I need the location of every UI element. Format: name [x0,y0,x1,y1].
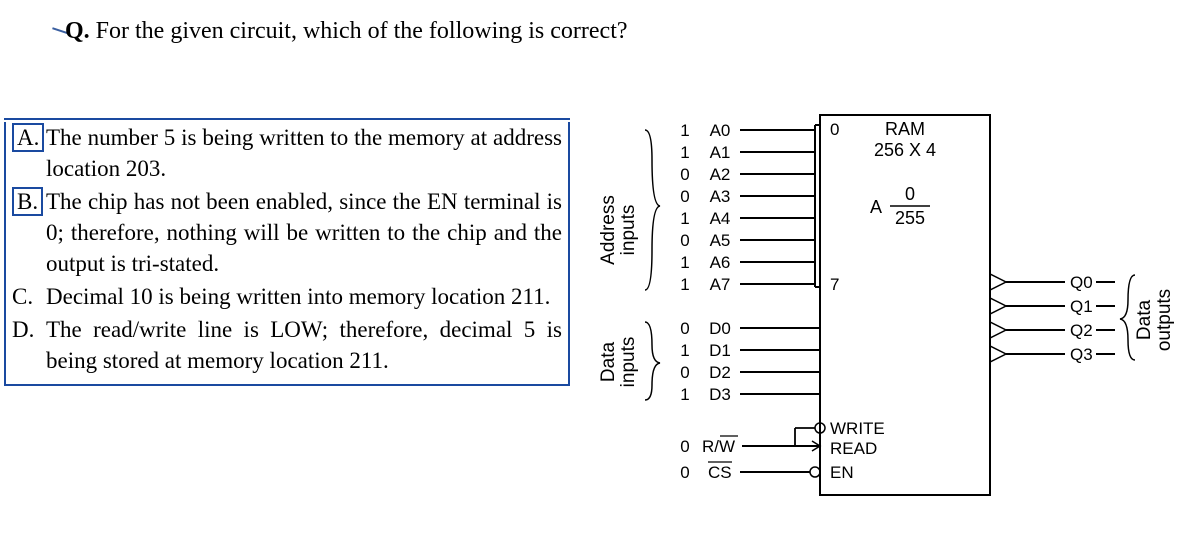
svg-text:D0: D0 [709,319,731,338]
svg-text:A5: A5 [710,231,731,250]
data-label-1: Data [598,342,619,383]
output-label-1: Data [1134,300,1155,341]
question-label: Q. [65,18,90,44]
svg-text:READ: READ [830,439,877,458]
option-b: B. The chip has not been enabled, since … [12,186,562,279]
option-d: D. The read/write line is LOW; therefore… [12,314,562,376]
svg-text:EN: EN [830,463,854,482]
svg-text:D3: D3 [709,385,731,404]
addr-range-label: A [870,197,882,217]
chip-title: RAM [885,119,925,139]
addr-bus-top: 0 [830,120,839,139]
addr-range-top: 0 [905,184,915,204]
svg-text:0: 0 [680,165,689,184]
svg-text:A0: A0 [710,121,731,140]
data-label-2: inputs [618,337,639,388]
option-c-text: Decimal 10 is being written into memory … [46,281,562,312]
addr-range-bot: 255 [895,208,925,228]
ram-circuit-diagram: RAM 256 X 4 A 0 255 0 7 1 A0 1 A1 0 A2 0 A3 1 A4 0… [590,100,1190,520]
address-label-1: Address [598,195,619,265]
addr-bus-bot: 7 [830,275,839,294]
chip-subtitle: 256 X 4 [874,140,936,160]
svg-text:0: 0 [680,231,689,250]
svg-text:WRITE: WRITE [830,419,885,438]
svg-text:A6: A6 [710,253,731,272]
svg-text:R/W: R/W [702,437,735,456]
option-d-text: The read/write line is LOW; therefore, d… [46,314,562,376]
option-b-letter: B. [12,187,43,216]
option-a: A. The number 5 is being written to the … [12,122,562,184]
svg-text:D1: D1 [709,341,731,360]
svg-text:Q0: Q0 [1070,273,1093,292]
svg-text:A3: A3 [710,187,731,206]
svg-text:A7: A7 [710,275,731,294]
option-a-text: The number 5 is being written to the mem… [46,122,562,184]
svg-text:D2: D2 [709,363,731,382]
option-c: C. Decimal 10 is being written into memo… [12,281,562,312]
svg-text:1: 1 [680,143,689,162]
svg-text:0: 0 [680,363,689,382]
question: Q. For the given circuit, which of the f… [65,18,628,45]
svg-text:0: 0 [680,187,689,206]
svg-text:1: 1 [680,385,689,404]
address-label-2: inputs [618,205,639,256]
svg-text:A1: A1 [710,143,731,162]
options-box: A. The number 5 is being written to the … [4,118,570,386]
svg-text:1: 1 [680,121,689,140]
svg-text:A2: A2 [710,165,731,184]
svg-text:0: 0 [680,437,689,456]
question-text: For the given circuit, which of the foll… [96,18,628,44]
output-label-2: outputs [1154,289,1175,351]
svg-text:1: 1 [680,253,689,272]
svg-text:Q2: Q2 [1070,321,1093,340]
svg-text:A4: A4 [710,209,731,228]
svg-text:Q1: Q1 [1070,297,1093,316]
svg-text:1: 1 [680,209,689,228]
option-a-letter: A. [12,123,44,152]
svg-text:1: 1 [680,275,689,294]
svg-text:CS: CS [708,463,732,482]
svg-text:0: 0 [680,319,689,338]
svg-text:Q3: Q3 [1070,345,1093,364]
option-b-text: The chip has not been enabled, since the… [46,186,562,279]
option-c-letter: C. [12,281,46,312]
svg-text:1: 1 [680,341,689,360]
svg-text:0: 0 [680,463,689,482]
option-d-letter: D. [12,314,46,376]
